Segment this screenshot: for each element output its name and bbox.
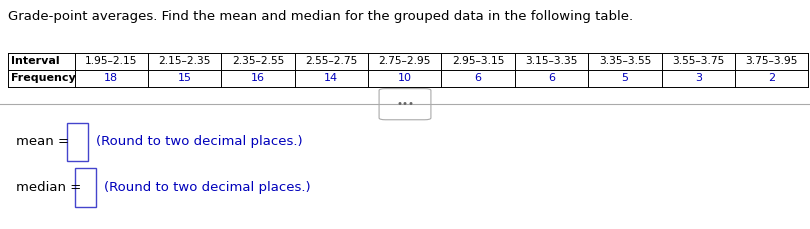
- Text: •••: •••: [396, 99, 414, 109]
- Text: 6: 6: [475, 74, 482, 83]
- Text: 3.35–3.55: 3.35–3.55: [599, 56, 651, 66]
- Text: 16: 16: [251, 74, 265, 83]
- Text: 3.15–3.35: 3.15–3.35: [526, 56, 578, 66]
- Text: 15: 15: [177, 74, 192, 83]
- Text: (Round to two decimal places.): (Round to two decimal places.): [96, 136, 303, 148]
- Text: 3: 3: [695, 74, 701, 83]
- FancyBboxPatch shape: [67, 123, 88, 161]
- Text: median =: median =: [16, 181, 86, 194]
- Text: 5: 5: [621, 74, 629, 83]
- Text: 1.95–2.15: 1.95–2.15: [85, 56, 138, 66]
- Text: 3.55–3.75: 3.55–3.75: [672, 56, 724, 66]
- Text: 2.75–2.95: 2.75–2.95: [378, 56, 431, 66]
- Text: 2.95–3.15: 2.95–3.15: [452, 56, 505, 66]
- FancyBboxPatch shape: [379, 89, 431, 120]
- Text: (Round to two decimal places.): (Round to two decimal places.): [104, 181, 311, 194]
- Text: 6: 6: [548, 74, 555, 83]
- FancyBboxPatch shape: [75, 168, 96, 207]
- Text: Grade-point averages. Find the mean and median for the grouped data in the follo: Grade-point averages. Find the mean and …: [8, 10, 633, 23]
- Text: mean =: mean =: [16, 136, 74, 148]
- Text: 2.15–2.35: 2.15–2.35: [159, 56, 211, 66]
- Text: Interval: Interval: [11, 56, 60, 66]
- Text: 3.75–3.95: 3.75–3.95: [745, 56, 798, 66]
- Text: 14: 14: [324, 74, 339, 83]
- Text: 10: 10: [398, 74, 411, 83]
- Text: 2: 2: [768, 74, 775, 83]
- Text: 2.35–2.55: 2.35–2.55: [232, 56, 284, 66]
- Text: Frequency: Frequency: [11, 74, 76, 83]
- Text: 2.55–2.75: 2.55–2.75: [305, 56, 357, 66]
- Text: 18: 18: [104, 74, 118, 83]
